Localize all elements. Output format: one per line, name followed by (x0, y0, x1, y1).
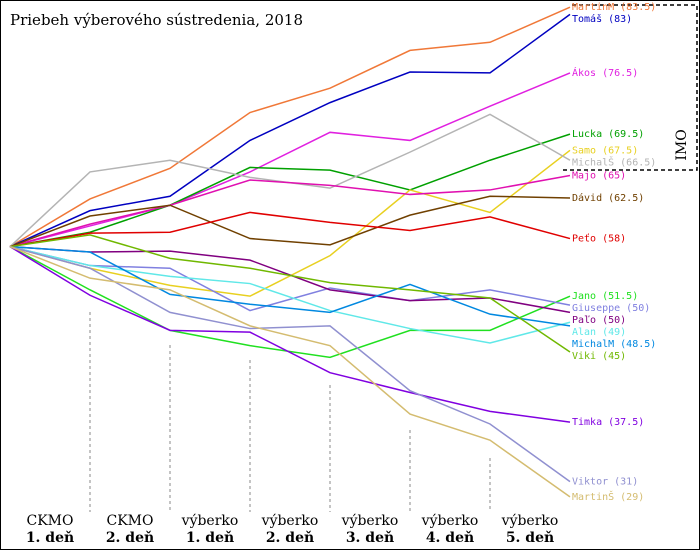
series-line (9, 133, 571, 248)
x-tick-label: výberko (341, 512, 399, 529)
series-label: MichalŠ (66.5) (572, 155, 656, 168)
x-tick-label: výberko (261, 512, 319, 529)
x-tick-label: výberko (421, 512, 479, 529)
series-line (9, 245, 571, 312)
x-tick-label: CKMO (27, 513, 74, 529)
series-label: Paľo (50) (572, 315, 626, 326)
series-label: Alan (49) (572, 327, 626, 338)
series-line (9, 245, 571, 498)
x-tick-label: CKMO (107, 513, 154, 529)
series-label: Giuseppe (50) (572, 303, 650, 314)
title-bg (4, 6, 304, 32)
x-tick-label: 2. deň (266, 530, 314, 546)
series-line (9, 246, 571, 423)
labels: MartinM (83.5)Tomáš (83) Ákos (76.5) Lucka… (572, 2, 656, 503)
x-tick-label: výberko (501, 512, 559, 529)
x-tick-label: 1. deň (26, 530, 74, 546)
series-label: Timka (37.5) (572, 417, 644, 428)
series-line (9, 195, 571, 248)
series-label: MichalM (48.5) (572, 339, 656, 350)
series-line (9, 234, 571, 353)
series-label: Viki (45) (572, 351, 626, 362)
series-label: Samo (67.5) (572, 145, 638, 156)
guides (89, 312, 491, 512)
series-label: MartinŠ (29) (572, 490, 644, 503)
series-line (9, 245, 571, 344)
x-tick-label: 2. deň (106, 530, 154, 546)
series-line (9, 72, 571, 248)
x-tick-label: výberko (181, 512, 239, 529)
series-line (9, 245, 571, 483)
series-line (9, 245, 571, 327)
x-tick-label: 1. deň (186, 530, 234, 546)
series-line (9, 245, 571, 359)
series-label: Lucka (69.5) (572, 129, 644, 140)
series-line (9, 13, 571, 248)
x-tick-label: 3. deň (346, 530, 394, 546)
x-tick-label: 5. deň (506, 530, 554, 546)
series-label: Tomáš (83) (572, 13, 632, 25)
series-label: Jano (51.5) (572, 291, 638, 302)
series-label: Viktor (31) (572, 477, 638, 488)
series-line (9, 6, 571, 248)
chart-title: Priebeh výberového sústredenia, 2018 (10, 11, 303, 29)
series-line (9, 174, 571, 248)
lines (9, 6, 571, 498)
imo-annotation: IMO (674, 129, 690, 160)
series-line (9, 211, 571, 248)
series-label: Majo (65) (572, 171, 626, 182)
series-label: MartinM (83.5) (572, 2, 656, 13)
series-label: Dávid (62.5) (572, 192, 644, 204)
x-tick-label: 4. deň (426, 530, 474, 546)
series-label: Ákos (76.5) (572, 66, 638, 79)
imo-box (560, 4, 698, 171)
series-label: Peťo (58) (572, 233, 626, 245)
